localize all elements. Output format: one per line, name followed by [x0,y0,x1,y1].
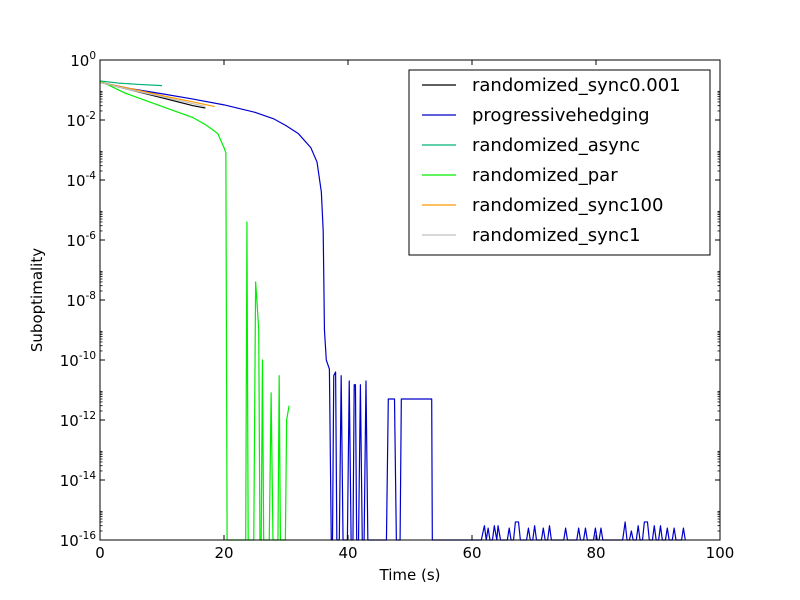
y-tick-label: 10-6 [66,230,96,250]
ticks-layer: 0 20 40 60 80 100 100 10-2 10-4 10-6 10-8 10-10 10-1… [60,50,735,562]
series-line-randomized_sync1 [99,81,206,108]
y-axis-label: Suboptimality [28,248,46,352]
y-tick-label: 10-16 [60,530,97,550]
x-tick-label: 60 [462,544,481,562]
y-tick-label: 10-14 [60,470,97,490]
series-line-randomized_async [99,80,163,87]
legend-label-randomized_sync0.001: randomized_sync0.001 [472,75,681,96]
x-tick-label: 100 [706,544,735,562]
legend: randomized_sync0.001 progressivehedging ra… [408,69,711,256]
x-tick-label: 80 [586,544,605,562]
legend-label-randomized_sync1: randomized_sync1 [472,225,641,246]
y-tick-label: 10-4 [66,170,96,190]
legend-label-randomized_sync100: randomized_sync100 [472,195,663,216]
legend-label-randomized_async: randomized_async [472,135,640,156]
x-axis-label: Time (s) [379,566,441,584]
y-tick-label: 100 [70,50,96,70]
legend-label-progressivehedging: progressivehedging [472,105,650,126]
x-tick-label: 40 [338,544,357,562]
y-tick-label: 10-10 [60,350,96,370]
legend-label-randomized_par: randomized_par [472,165,618,186]
x-tick-label: 0 [95,544,105,562]
y-tick-label: 10-8 [66,290,96,310]
y-tick-label: 10-12 [60,410,96,430]
x-tick-label: 20 [214,544,233,562]
legend-frame [408,69,711,256]
y-tick-label: 10-2 [66,110,96,130]
series-line-randomized_sync100 [99,81,215,108]
